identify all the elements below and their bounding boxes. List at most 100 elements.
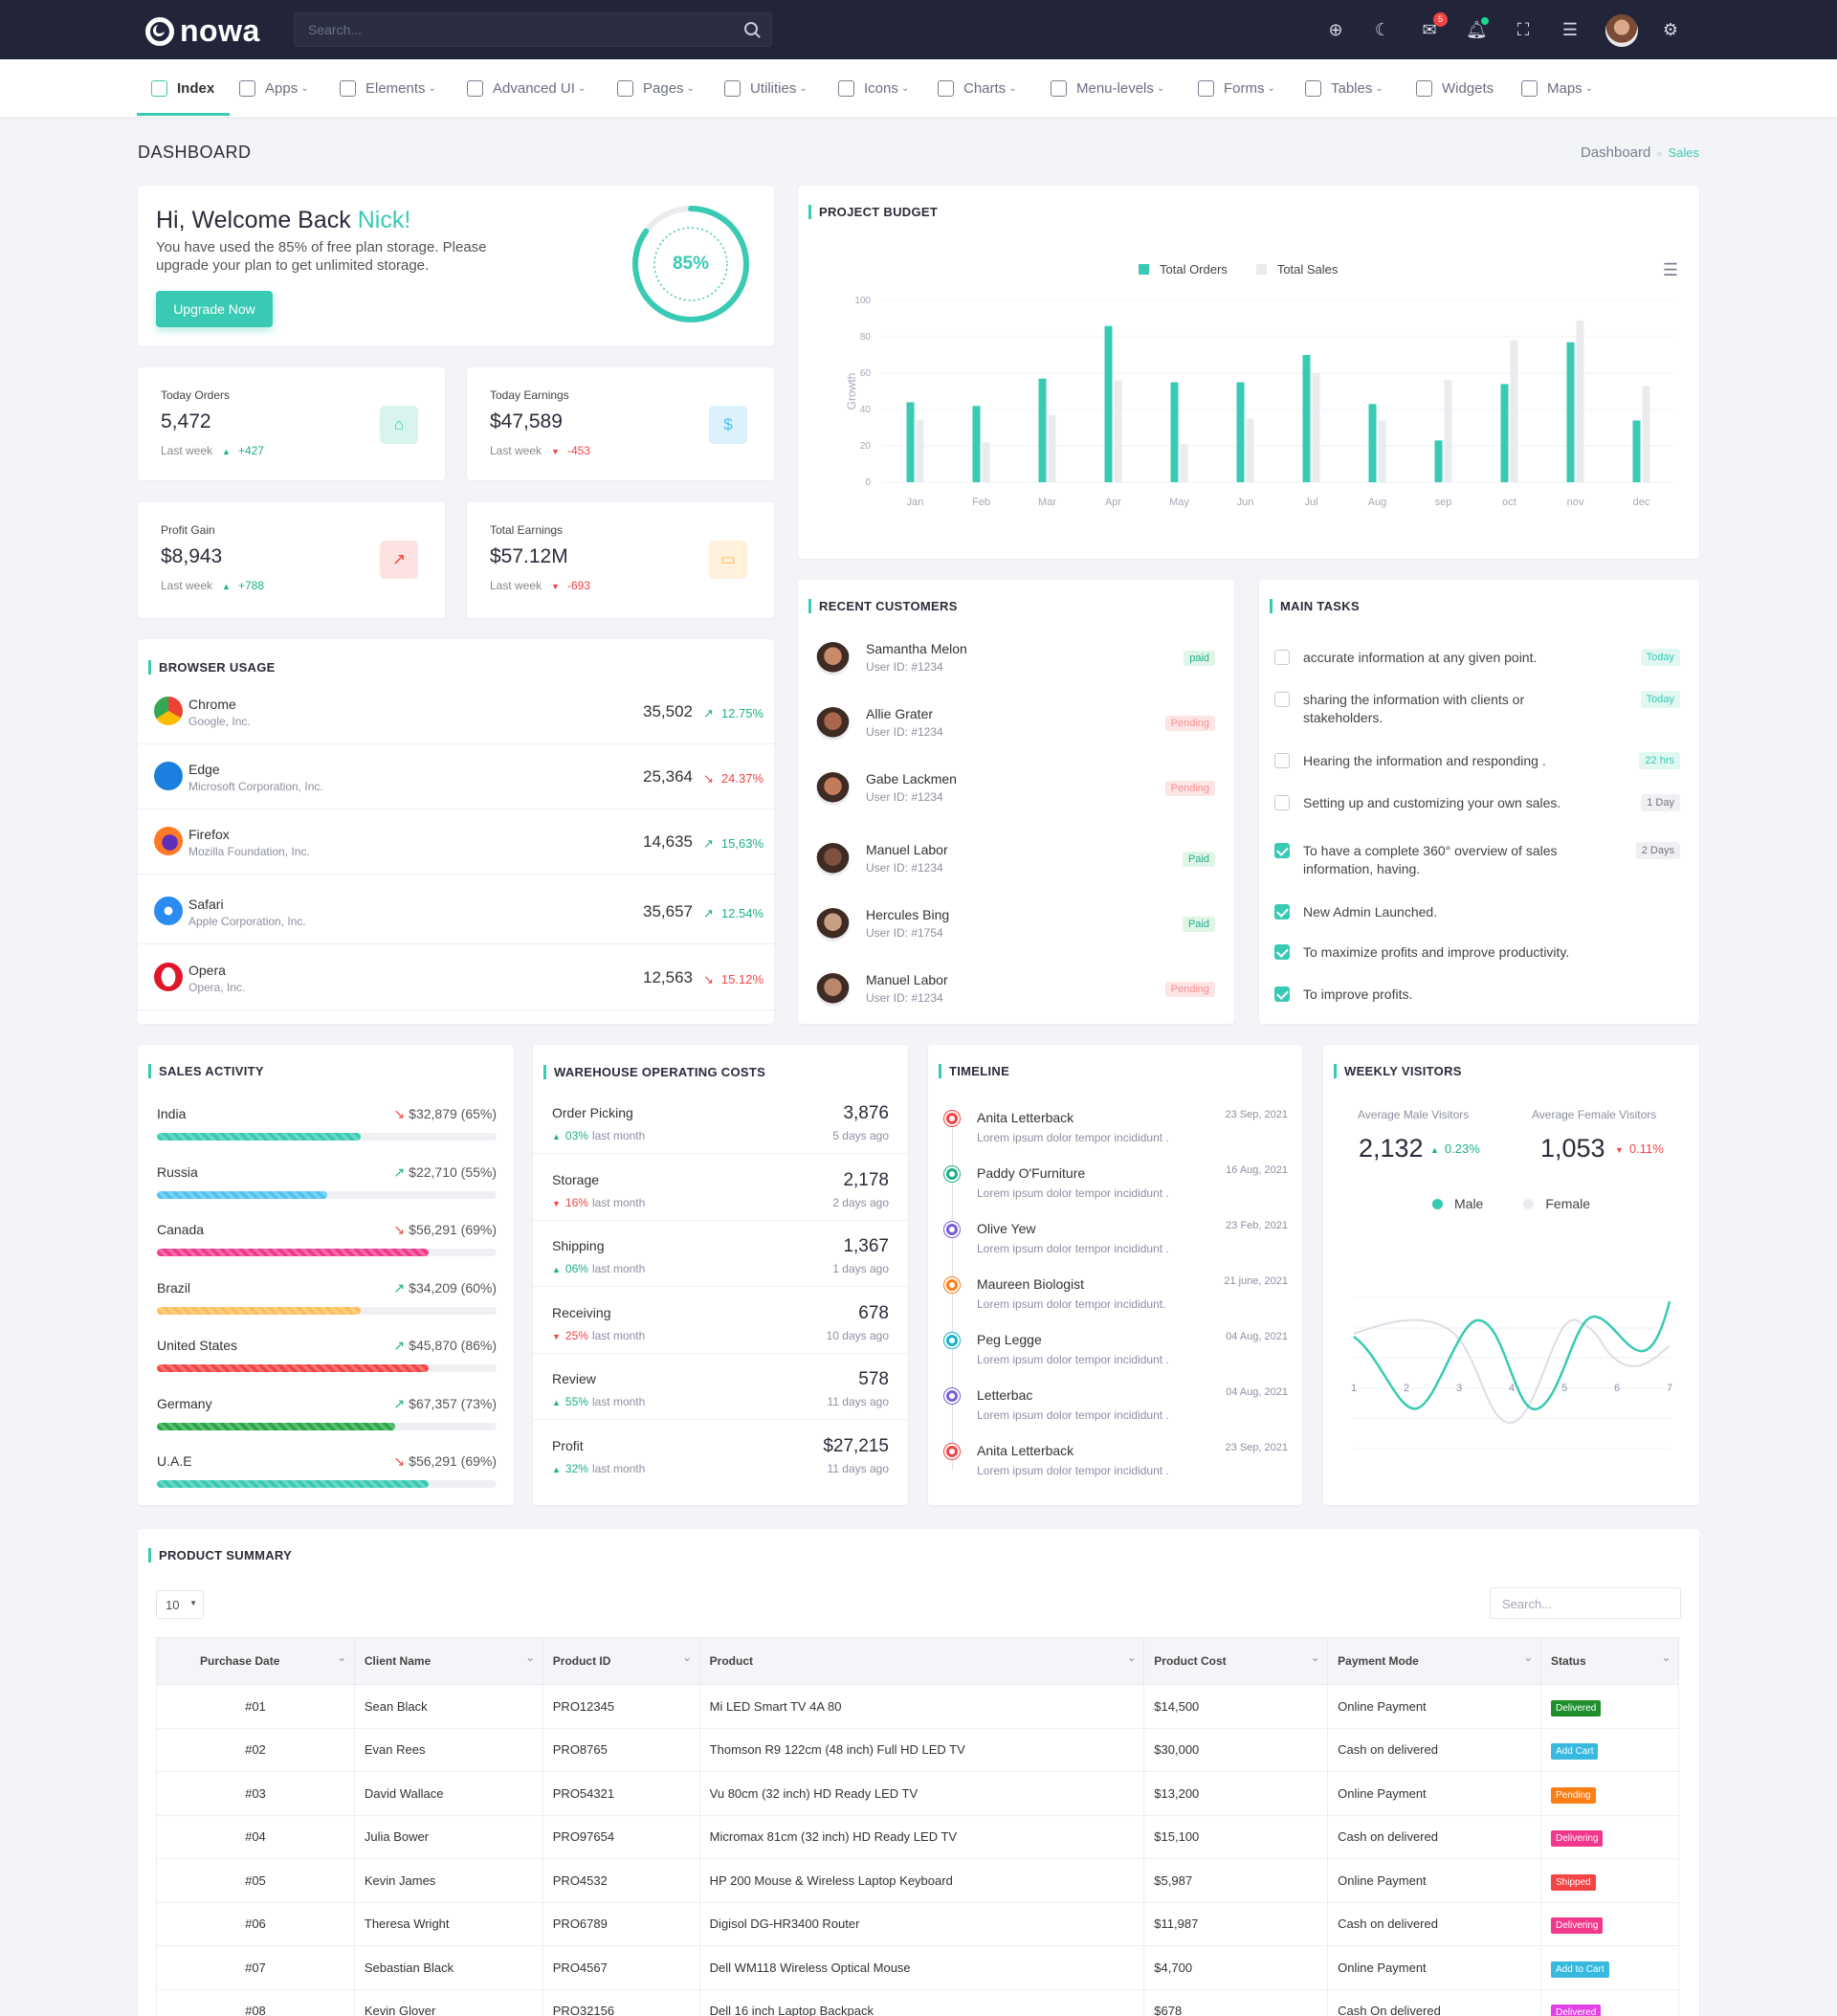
bar-orders[interactable] (1566, 342, 1575, 482)
nav-item-utilities[interactable]: Utilities ⌄ (724, 59, 808, 117)
nav-item-pages[interactable]: Pages ⌄ (617, 59, 695, 117)
bar-sales[interactable] (1048, 414, 1056, 482)
bar-orders[interactable] (1632, 420, 1641, 482)
bar-sales[interactable] (1576, 320, 1584, 482)
bar-sales[interactable] (1246, 418, 1254, 483)
mail-icon[interactable]: ✉ 5 (1419, 12, 1448, 40)
table-cell-status: Add Cart (1540, 1727, 1679, 1772)
legend-female[interactable]: Female (1545, 1196, 1591, 1211)
customer-row[interactable]: Samantha Melon User ID: #1234 paid (798, 626, 1234, 691)
customer-row[interactable]: Manuel Labor User ID: #1234 Paid (798, 827, 1234, 892)
bar-sales[interactable] (1444, 380, 1452, 482)
search-input[interactable]: Search... (294, 12, 772, 47)
bar-sales[interactable] (1114, 380, 1122, 482)
breadcrumb-dashboard[interactable]: Dashboard (1580, 144, 1651, 161)
nav-item-elements[interactable]: Elements ⌄ (340, 59, 436, 117)
nav-item-widgets[interactable]: Widgets (1416, 59, 1494, 117)
avatar[interactable] (1605, 14, 1638, 47)
table-row[interactable]: #01 Sean Black PRO12345 Mi LED Smart TV 4A … (156, 1684, 1679, 1729)
nav-item-menu-levels[interactable]: Menu-levels ⌄ (1051, 59, 1164, 117)
task-checkbox[interactable] (1274, 650, 1290, 665)
column-header[interactable]: Client Name (353, 1637, 543, 1685)
task-checkbox[interactable] (1274, 692, 1290, 707)
bar-sales[interactable] (1312, 373, 1320, 482)
bar-sales[interactable] (1378, 420, 1386, 482)
table-cell-product: Micromax 81cm (32 inch) HD Ready LED TV (698, 1814, 1145, 1859)
bar-sales[interactable] (916, 420, 924, 482)
progress-fill (157, 1422, 395, 1430)
task-checkbox[interactable] (1274, 753, 1290, 768)
cost-value: 2,178 (843, 1169, 889, 1190)
bar-orders[interactable] (972, 406, 981, 482)
bar-orders[interactable] (1500, 384, 1509, 482)
fullscreen-icon[interactable]: ⛶ (1516, 20, 1530, 39)
upgrade-button[interactable]: Upgrade Now (156, 291, 273, 327)
column-header[interactable]: Status (1540, 1637, 1679, 1685)
legend-dot-female (1523, 1198, 1535, 1209)
column-header[interactable]: Product (698, 1637, 1145, 1685)
table-row[interactable]: #08 Kevin Glover PRO32156 Dell 16 inch Lapt… (156, 1988, 1679, 2016)
bar-sales[interactable] (982, 442, 990, 482)
bar-orders[interactable] (1368, 404, 1377, 482)
logo[interactable]: nowa (145, 13, 260, 49)
legend-sales[interactable]: Total Sales (1276, 262, 1339, 277)
legend-orders[interactable]: Total Orders (1160, 262, 1228, 277)
nav-item-icons[interactable]: Icons ⌄ (838, 59, 909, 117)
table-row[interactable]: #04 Julia Bower PRO97654 Micromax 81cm (32 … (156, 1814, 1679, 1859)
customer-row[interactable]: Hercules Bing User ID: #1754 Paid (798, 892, 1234, 957)
bar-sales[interactable] (1510, 340, 1518, 482)
nav-item-maps[interactable]: Maps ⌄ (1521, 59, 1593, 117)
bar-orders[interactable] (906, 402, 915, 482)
bar-orders[interactable] (1302, 355, 1311, 482)
stat-card: Today Earnings $47,589 Last week ▼ -453 $ (467, 367, 774, 480)
table-cell-status: Pending (1540, 1771, 1679, 1816)
task-checkbox[interactable] (1274, 904, 1290, 919)
task-checkbox[interactable] (1274, 986, 1290, 1002)
chart-menu-icon[interactable]: ☰ (1662, 260, 1678, 279)
nav-item-forms[interactable]: Forms ⌄ (1198, 59, 1275, 117)
table-row[interactable]: #06 Theresa Wright PRO6789 Digisol DG-HR340… (156, 1901, 1679, 1946)
bell-icon[interactable]: 🔔︎ (1466, 17, 1489, 40)
column-header[interactable]: Payment Mode (1327, 1637, 1542, 1685)
customer-id: User ID: #1234 (866, 861, 943, 875)
task-checkbox[interactable] (1274, 843, 1290, 858)
column-header[interactable]: Product Cost (1143, 1637, 1329, 1685)
column-header[interactable]: Purchase Date (156, 1637, 355, 1685)
customer-row[interactable]: Allie Grater User ID: #1234 Pending (798, 691, 1234, 756)
page-size-select[interactable]: 10 ▼ (156, 1590, 204, 1619)
bar-sales[interactable] (1180, 444, 1188, 482)
nav-item-advanced-ui[interactable]: Advanced UI ⌄ (467, 59, 586, 117)
nav-item-index[interactable]: Index (151, 59, 214, 117)
customer-row[interactable]: Gabe Lackmen User ID: #1234 Pending (798, 756, 1234, 821)
moon-icon[interactable]: ☾ (1374, 20, 1391, 39)
table-search-input[interactable]: Search... (1490, 1587, 1681, 1619)
task-checkbox[interactable] (1274, 944, 1290, 960)
sidebar-toggle-icon[interactable]: ☰ (1561, 20, 1579, 39)
gear-icon[interactable]: ⚙ (1662, 20, 1679, 39)
safari-icon (154, 897, 183, 925)
bar-orders[interactable] (1038, 378, 1047, 482)
legend-male[interactable]: Male (1454, 1196, 1484, 1211)
table-row[interactable]: #07 Sebastian Black PRO4567 Dell WM118 Wire… (156, 1945, 1679, 1990)
nav-item-tables[interactable]: Tables ⌄ (1305, 59, 1383, 117)
country-name: U.A.E (157, 1453, 192, 1469)
table-row[interactable]: #05 Kevin James PRO4532 HP 200 Mouse & Wire… (156, 1858, 1679, 1903)
globe-icon[interactable]: ⊕ (1328, 20, 1343, 39)
timeline-desc: Lorem ipsum dolor tempor incididunt . (977, 1353, 1169, 1366)
nav-item-charts[interactable]: Charts ⌄ (938, 59, 1017, 117)
column-header[interactable]: Product ID (542, 1637, 700, 1685)
search-icon[interactable] (744, 22, 758, 35)
timeline-desc: Lorem ipsum dolor tempor incididunt . (977, 1131, 1169, 1144)
task-checkbox[interactable] (1274, 795, 1290, 810)
bar-sales[interactable] (1642, 386, 1650, 482)
customer-row[interactable]: Manuel Labor User ID: #1234 Pending (798, 957, 1234, 1022)
male-visitors-value: 2,132 (1359, 1134, 1424, 1163)
browser-name: Chrome (188, 697, 236, 712)
table-row[interactable]: #03 David Wallace PRO54321 Vu 80cm (32 inch… (156, 1771, 1679, 1816)
nav-item-apps[interactable]: Apps ⌄ (239, 59, 309, 117)
bar-orders[interactable] (1434, 440, 1443, 482)
bar-orders[interactable] (1170, 382, 1179, 483)
table-row[interactable]: #02 Evan Rees PRO8765 Thomson R9 122cm (48 … (156, 1727, 1679, 1772)
bar-orders[interactable] (1236, 382, 1245, 483)
bar-orders[interactable] (1104, 325, 1113, 482)
